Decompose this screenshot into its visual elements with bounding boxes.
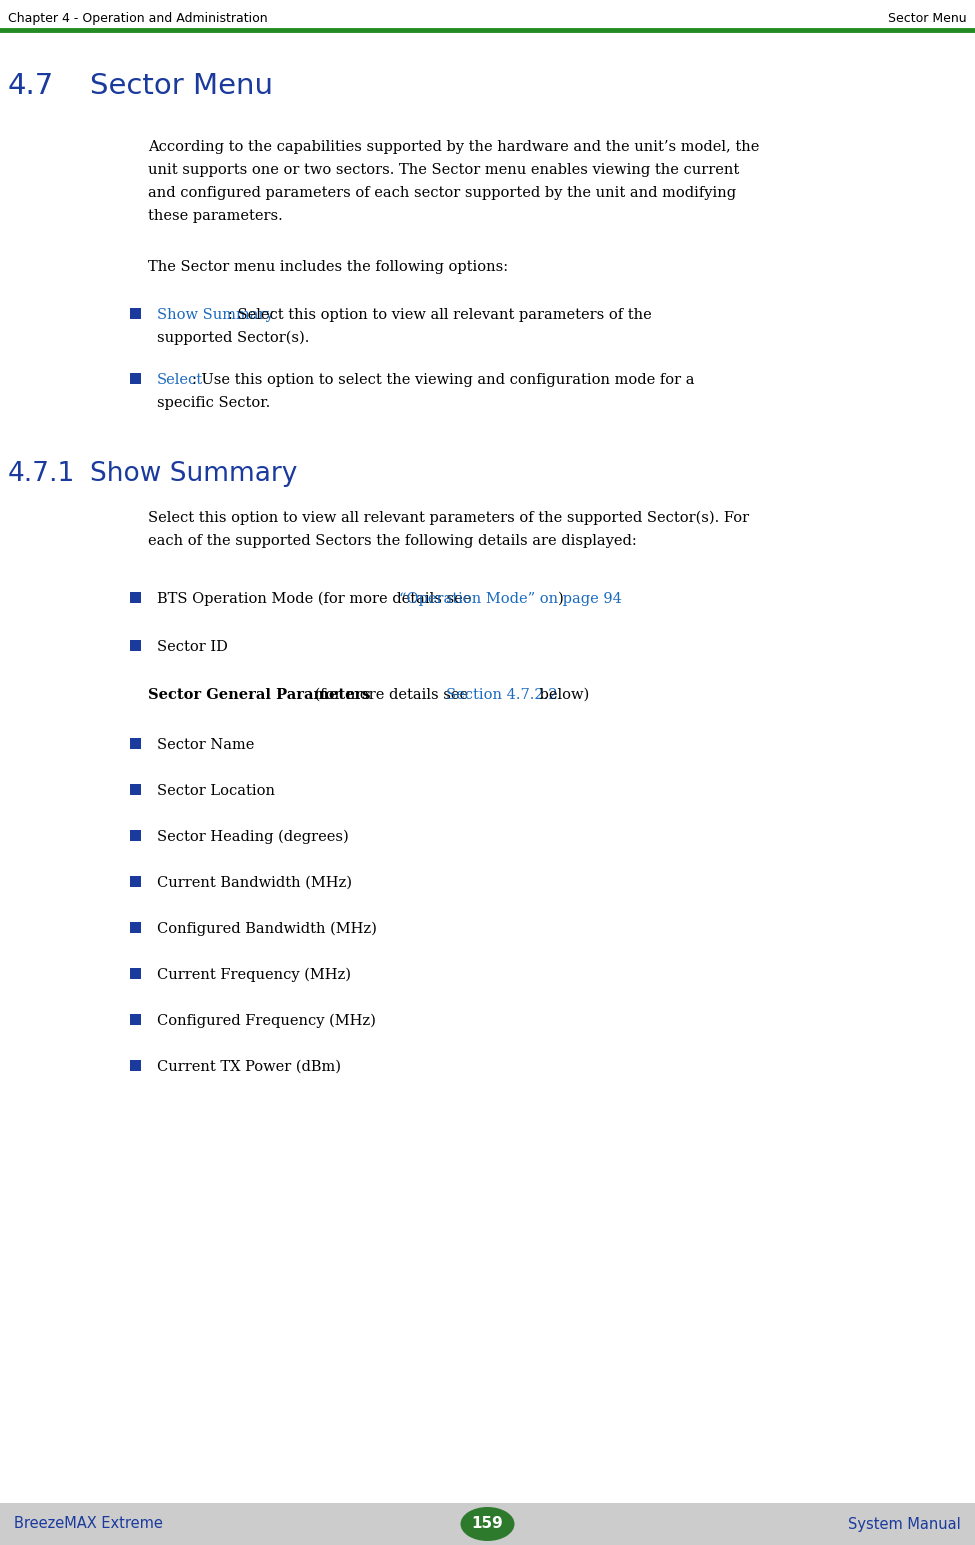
Text: supported Sector(s).: supported Sector(s). bbox=[157, 331, 309, 346]
Text: below): below) bbox=[534, 688, 589, 701]
Bar bbox=[130, 1060, 141, 1071]
Text: System Manual: System Manual bbox=[848, 1517, 961, 1531]
Text: Current TX Power (dBm): Current TX Power (dBm) bbox=[157, 1060, 341, 1074]
Text: Select: Select bbox=[157, 372, 203, 386]
Bar bbox=[130, 969, 141, 980]
Text: 4.7.1: 4.7.1 bbox=[8, 460, 75, 487]
Text: Sector General Parameters: Sector General Parameters bbox=[148, 688, 370, 701]
Text: “Operation Mode” on page 94: “Operation Mode” on page 94 bbox=[399, 592, 622, 606]
Text: Show Summary: Show Summary bbox=[90, 460, 297, 487]
Text: unit supports one or two sectors. The Sector menu enables viewing the current: unit supports one or two sectors. The Se… bbox=[148, 164, 739, 178]
Text: (for more details see: (for more details see bbox=[310, 688, 473, 701]
Text: According to the capabilities supported by the hardware and the unit’s model, th: According to the capabilities supported … bbox=[148, 141, 760, 154]
Text: Configured Frequency (MHz): Configured Frequency (MHz) bbox=[157, 1014, 376, 1029]
Text: Current Frequency (MHz): Current Frequency (MHz) bbox=[157, 969, 351, 983]
Text: Sector Heading (degrees): Sector Heading (degrees) bbox=[157, 830, 349, 845]
Text: specific Sector.: specific Sector. bbox=[157, 396, 270, 409]
Text: each of the supported Sectors the following details are displayed:: each of the supported Sectors the follow… bbox=[148, 535, 637, 548]
Text: Sector Menu: Sector Menu bbox=[90, 73, 273, 100]
Text: ): ) bbox=[559, 592, 564, 606]
Text: The Sector menu includes the following options:: The Sector menu includes the following o… bbox=[148, 260, 508, 273]
Text: : Use this option to select the viewing and configuration mode for a: : Use this option to select the viewing … bbox=[192, 372, 695, 386]
Bar bbox=[130, 372, 141, 385]
Bar bbox=[0, 1503, 975, 1545]
Text: Sector Name: Sector Name bbox=[157, 739, 254, 752]
Bar bbox=[130, 876, 141, 887]
Text: Configured Bandwidth (MHz): Configured Bandwidth (MHz) bbox=[157, 922, 377, 936]
Bar bbox=[130, 307, 141, 318]
Bar bbox=[130, 783, 141, 796]
Text: Select this option to view all relevant parameters of the supported Sector(s). F: Select this option to view all relevant … bbox=[148, 511, 749, 525]
Bar bbox=[130, 922, 141, 933]
Bar bbox=[130, 739, 141, 749]
Text: 159: 159 bbox=[472, 1517, 503, 1531]
Text: BTS Operation Mode (for more details see: BTS Operation Mode (for more details see bbox=[157, 592, 476, 606]
Text: Section 4.7.2.2: Section 4.7.2.2 bbox=[447, 688, 558, 701]
Ellipse shape bbox=[460, 1506, 515, 1540]
Text: Show Summary: Show Summary bbox=[157, 307, 274, 321]
Text: Sector ID: Sector ID bbox=[157, 640, 228, 654]
Text: : Select this option to view all relevant parameters of the: : Select this option to view all relevan… bbox=[228, 307, 651, 321]
Bar bbox=[130, 830, 141, 840]
Text: Sector Location: Sector Location bbox=[157, 783, 275, 799]
Text: these parameters.: these parameters. bbox=[148, 209, 283, 222]
Text: Current Bandwidth (MHz): Current Bandwidth (MHz) bbox=[157, 876, 352, 890]
Bar bbox=[130, 1014, 141, 1024]
Text: Sector Menu: Sector Menu bbox=[888, 12, 967, 25]
Text: and configured parameters of each sector supported by the unit and modifying: and configured parameters of each sector… bbox=[148, 185, 736, 199]
Text: 4.7: 4.7 bbox=[8, 73, 55, 100]
Bar bbox=[130, 592, 141, 603]
Text: Chapter 4 - Operation and Administration: Chapter 4 - Operation and Administration bbox=[8, 12, 267, 25]
Bar bbox=[130, 640, 141, 650]
Text: BreezeMAX Extreme: BreezeMAX Extreme bbox=[14, 1517, 163, 1531]
